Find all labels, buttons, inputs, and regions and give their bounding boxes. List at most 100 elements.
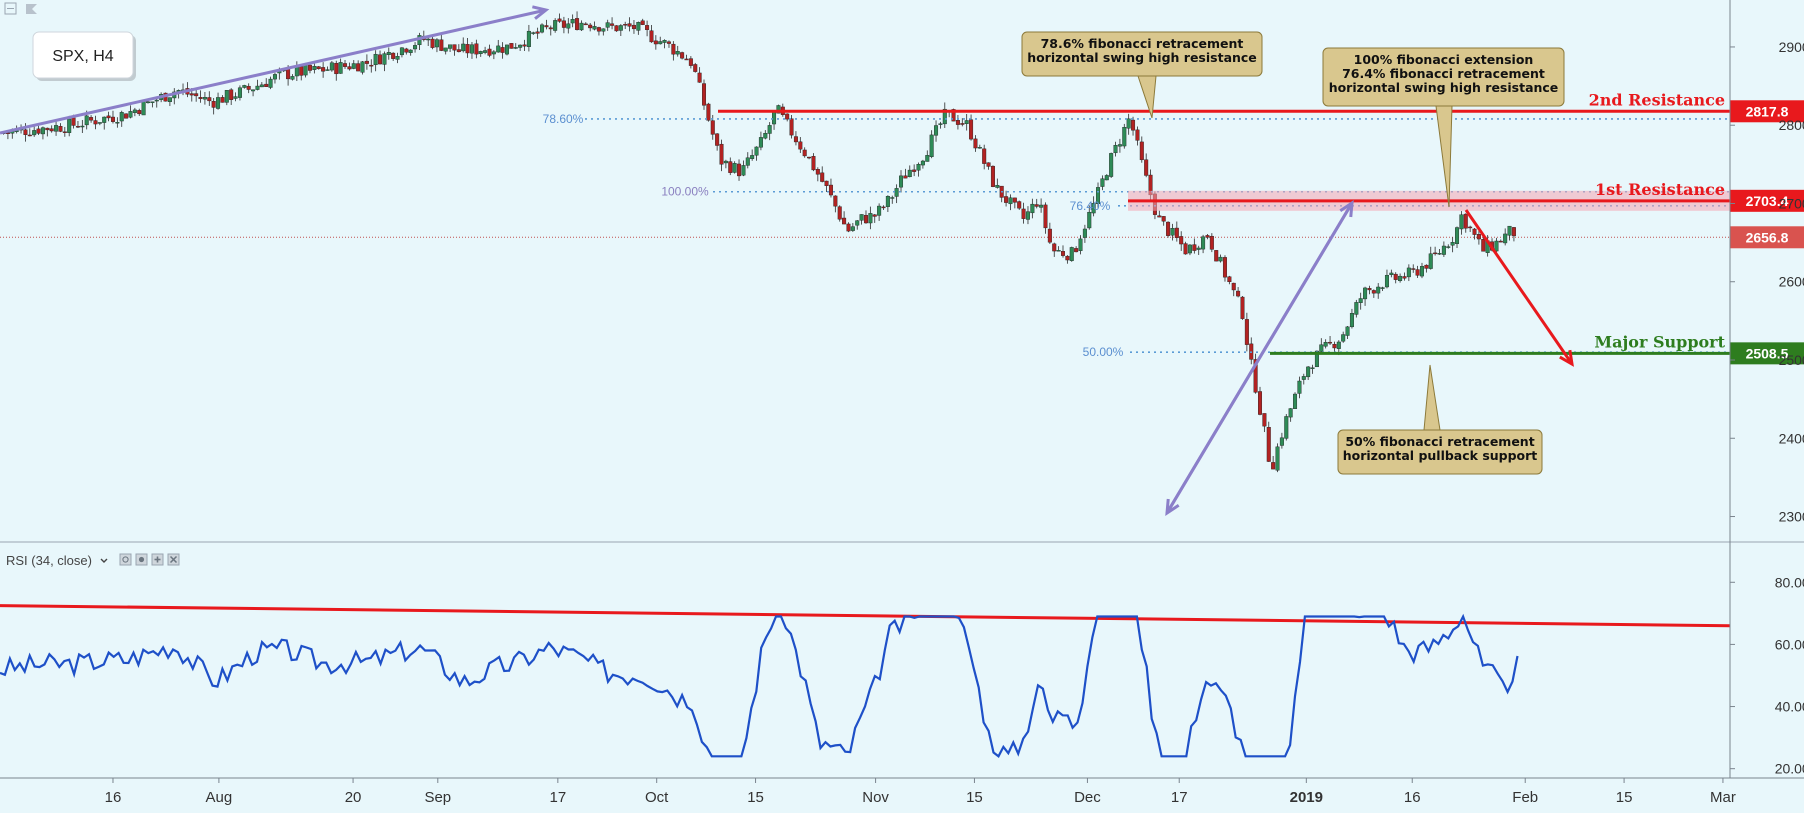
candle-body bbox=[938, 123, 943, 125]
level-price-badge bbox=[1730, 342, 1804, 365]
candle-body bbox=[934, 125, 939, 136]
candle-body bbox=[605, 22, 610, 28]
candle-body bbox=[732, 163, 737, 173]
rsi-line bbox=[0, 613, 1519, 758]
candle-body bbox=[430, 38, 435, 48]
candle-body bbox=[299, 66, 304, 76]
time-tick-label: 15 bbox=[747, 789, 764, 806]
candle-body bbox=[382, 53, 387, 65]
candle-body bbox=[842, 217, 847, 225]
candle-body bbox=[1293, 393, 1298, 409]
candle-body bbox=[982, 148, 987, 164]
uptrend-arrow-head bbox=[532, 5, 550, 20]
candle-body bbox=[877, 205, 882, 216]
candle-body bbox=[316, 66, 321, 69]
candle-body bbox=[1179, 236, 1184, 245]
candle-body bbox=[1271, 462, 1276, 470]
candle-body bbox=[649, 30, 654, 43]
candle-body bbox=[404, 48, 409, 53]
candle-body bbox=[526, 30, 531, 47]
rsi-label: RSI (34, close) bbox=[6, 553, 92, 568]
candle-body bbox=[491, 51, 496, 55]
candle-body bbox=[124, 113, 129, 119]
candle-body bbox=[1034, 204, 1039, 207]
candle-body bbox=[535, 31, 540, 34]
candle-body bbox=[36, 128, 41, 134]
candle-body bbox=[1428, 253, 1433, 269]
candle-body bbox=[474, 43, 479, 55]
candle-body bbox=[820, 172, 825, 182]
candle-body bbox=[452, 44, 457, 51]
candle-body bbox=[1446, 246, 1451, 248]
candle-body bbox=[294, 66, 299, 77]
candle-body bbox=[1025, 211, 1030, 220]
time-tick-label: 17 bbox=[549, 789, 566, 806]
candle-body bbox=[1297, 380, 1302, 394]
candle-body bbox=[439, 39, 444, 51]
candle-body bbox=[1507, 225, 1512, 236]
candle-body bbox=[373, 53, 378, 66]
candle-body bbox=[807, 156, 812, 159]
candle-body bbox=[566, 23, 571, 29]
candle-body bbox=[40, 127, 45, 135]
collapse-icon[interactable] bbox=[4, 2, 17, 15]
candle-body bbox=[767, 125, 772, 134]
candle-body bbox=[728, 161, 733, 173]
candle-body bbox=[1384, 274, 1389, 288]
candle-body bbox=[27, 134, 32, 137]
chevron-down-icon[interactable] bbox=[100, 558, 108, 563]
candle-body bbox=[1288, 408, 1293, 418]
candle-body bbox=[1139, 141, 1144, 161]
candle-body bbox=[1209, 235, 1214, 250]
candle-body bbox=[666, 41, 671, 44]
candle-body bbox=[216, 97, 221, 109]
support-resistance-levels: 2nd Resistance 2817.8 1st Resistance 2703.4… bbox=[718, 90, 1804, 365]
rsi-close-icon[interactable] bbox=[167, 553, 180, 566]
candle-body bbox=[1393, 273, 1398, 280]
callout-line: 50% fibonacci retracement bbox=[1345, 434, 1534, 449]
rsi-settings-icon[interactable] bbox=[119, 553, 132, 566]
symbol-label: SPX, H4 bbox=[52, 48, 113, 65]
candle-body bbox=[150, 101, 155, 103]
candle-body bbox=[1301, 376, 1306, 380]
candle-body bbox=[54, 125, 59, 132]
candle-body bbox=[596, 27, 601, 32]
candle-body bbox=[925, 155, 930, 162]
candle-body bbox=[513, 47, 518, 49]
candle-body bbox=[395, 56, 400, 60]
fib-level-label: 76.40% bbox=[1070, 199, 1111, 213]
candle-body bbox=[995, 184, 1000, 188]
candle-body bbox=[102, 116, 107, 123]
candle-body bbox=[964, 120, 969, 124]
candle-body bbox=[1201, 236, 1206, 250]
current-price-label: 2656.8 bbox=[1746, 229, 1789, 245]
candle-body bbox=[434, 39, 439, 48]
candle-body bbox=[688, 58, 693, 66]
level-name: 2nd Resistance bbox=[1589, 90, 1725, 109]
candle-body bbox=[920, 160, 925, 166]
candle-body bbox=[990, 165, 995, 187]
flag-icon[interactable] bbox=[26, 4, 37, 14]
candle-body bbox=[631, 24, 636, 30]
candle-body bbox=[863, 214, 868, 224]
candle-body bbox=[1341, 334, 1346, 342]
level-price-label: 2817.8 bbox=[1746, 103, 1789, 119]
candle-body bbox=[448, 44, 453, 49]
candle-body bbox=[1214, 250, 1219, 262]
candle-body bbox=[1109, 153, 1114, 177]
candle-body bbox=[960, 123, 965, 125]
candle-body bbox=[1503, 233, 1508, 244]
time-tick-label: 16 bbox=[105, 789, 122, 806]
trend-arrows bbox=[0, 5, 1574, 516]
candle-body bbox=[487, 48, 492, 56]
candle-body bbox=[1236, 290, 1241, 297]
candle-body bbox=[1030, 203, 1035, 214]
rsi-add-icon[interactable] bbox=[151, 553, 164, 566]
projection-arrow bbox=[1464, 209, 1574, 365]
rsi-visibility-icon[interactable] bbox=[135, 553, 148, 566]
candle-body bbox=[360, 61, 365, 73]
candle-body bbox=[658, 41, 663, 45]
candle-body bbox=[1096, 187, 1101, 204]
candle-body bbox=[303, 65, 308, 76]
